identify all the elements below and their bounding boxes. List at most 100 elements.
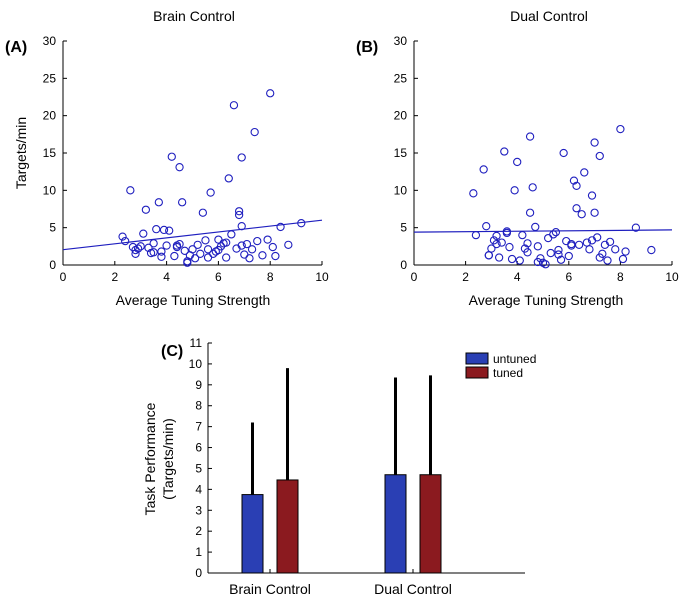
y-axis-label-a: Targets/min — [13, 117, 29, 189]
scatter-point — [569, 176, 579, 185]
bar-untuned — [241, 494, 264, 574]
scatter-point — [245, 254, 254, 263]
bar-y-tick-label: 3 — [195, 503, 202, 517]
scatter-point — [551, 227, 561, 237]
scatter-point — [271, 251, 280, 261]
scatter-point — [258, 251, 267, 260]
scatter-point — [297, 219, 306, 228]
y-tick-label: 15 — [43, 146, 57, 160]
scatter-point — [541, 260, 550, 269]
scatter-point — [585, 245, 594, 254]
bar-tuned — [276, 479, 299, 574]
scatter-point — [131, 249, 140, 258]
x-tick-label: 4 — [163, 270, 170, 284]
scatter-point — [590, 208, 599, 217]
scatter-point — [149, 239, 158, 248]
panel-label-c: (C) — [161, 343, 183, 360]
scatter-point — [513, 157, 522, 167]
scatter-point — [237, 241, 246, 250]
scatter-point — [564, 251, 573, 261]
x-tick-label: 10 — [315, 270, 329, 284]
scatter-point — [196, 249, 205, 258]
scatter-point — [525, 132, 535, 141]
scatter-point — [469, 189, 478, 198]
y-tick-label: 5 — [400, 221, 407, 235]
scatter-point — [647, 245, 656, 255]
scatter-point — [136, 242, 145, 251]
scatter-point — [141, 205, 151, 214]
y-tick-label: 0 — [400, 258, 407, 272]
y-axis-label-c-line2: (Targets/min) — [160, 418, 176, 500]
scatter-point — [631, 223, 641, 232]
scatter-point — [240, 250, 249, 259]
scatter-point — [482, 222, 491, 231]
legend-swatch-untuned — [465, 352, 489, 365]
bar-tuned — [419, 474, 442, 574]
scatter-point — [237, 222, 246, 231]
scatter-point — [510, 186, 519, 195]
scatter-point — [172, 241, 182, 250]
x-tick-label: 6 — [215, 270, 222, 284]
y-tick-label: 5 — [49, 221, 56, 235]
scatter-point — [154, 198, 163, 207]
scatter-point — [574, 240, 584, 249]
bar-y-tick-label: 6 — [195, 441, 202, 455]
bar-y-tick-label: 9 — [195, 378, 202, 392]
bar-y-tick-label: 2 — [195, 524, 202, 538]
scatter-point — [242, 239, 252, 249]
scatter-point — [193, 240, 202, 249]
scatter-point — [157, 247, 166, 256]
scatter-point — [214, 245, 223, 255]
scatter-point — [502, 228, 512, 238]
scatter-point — [523, 248, 532, 257]
scatter-point — [188, 245, 197, 254]
scatter-point — [198, 208, 208, 217]
y-tick-label: 30 — [394, 34, 408, 48]
scatter-point — [222, 238, 231, 247]
x-tick-label: 10 — [665, 270, 679, 284]
scatter-point — [268, 242, 277, 252]
scatter-point — [621, 247, 630, 256]
scatter-point — [603, 256, 612, 265]
bar-y-tick-label: 8 — [195, 399, 202, 413]
scatter-point — [157, 252, 166, 261]
scatter-point — [263, 235, 272, 244]
scatter-point — [190, 254, 200, 263]
scatter-point — [618, 254, 628, 264]
scatter-point — [165, 226, 174, 235]
bar-y-tick-label: 4 — [195, 482, 202, 496]
scatter-point — [554, 250, 563, 259]
x-tick-label: 2 — [462, 270, 469, 284]
scatter-point — [121, 236, 130, 246]
bar-y-tick-label: 11 — [190, 336, 203, 350]
scatter-point — [515, 256, 524, 265]
legend-label-untuned: untuned — [493, 352, 536, 366]
scatter-panel-a: (A) Brain Control Average Tuning Strengt… — [5, 8, 329, 308]
scatter-point — [229, 101, 239, 110]
scatter-point — [144, 243, 153, 252]
panel-title-a: Brain Control — [153, 8, 235, 24]
scatter-point — [479, 165, 488, 174]
fit-line — [62, 219, 323, 251]
y-axis-label-c-line1: Task Performance — [142, 402, 158, 515]
scatter-point — [237, 153, 246, 162]
scatter-point — [177, 198, 187, 207]
x-tick-label: 0 — [60, 270, 67, 284]
scatter-point — [572, 181, 581, 191]
scatter-point — [587, 236, 597, 245]
fit-line — [413, 229, 673, 233]
bar-y-tick-label: 7 — [195, 420, 202, 434]
scatter-point — [126, 186, 135, 195]
scatter-point — [203, 245, 213, 254]
scatter-point — [559, 148, 568, 158]
x-tick-label: 0 — [411, 270, 418, 284]
scatter-point — [497, 238, 506, 247]
scatter-point — [471, 230, 481, 240]
panel-label-a: (A) — [5, 39, 27, 56]
scatter-point — [531, 222, 540, 232]
scatter-point — [183, 257, 192, 266]
scatter-point — [595, 253, 604, 262]
scatter-point — [214, 235, 223, 244]
y-tick-label: 30 — [43, 34, 57, 48]
scatter-point — [149, 248, 158, 257]
